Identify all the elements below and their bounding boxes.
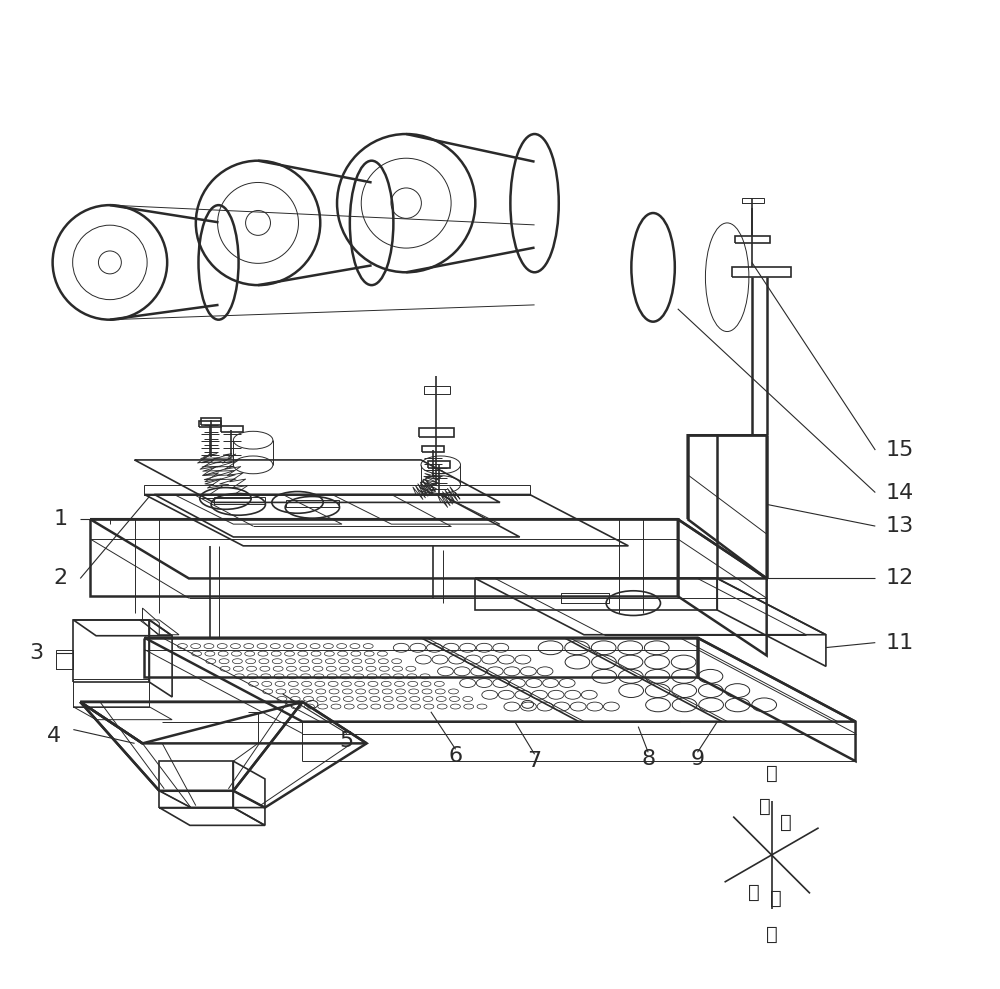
Text: 7: 7 bbox=[528, 752, 542, 771]
Text: 13: 13 bbox=[886, 516, 914, 536]
Text: 左: 左 bbox=[780, 813, 792, 833]
Text: 前: 前 bbox=[748, 882, 760, 902]
Text: 15: 15 bbox=[886, 440, 914, 460]
Text: 2: 2 bbox=[53, 569, 68, 588]
Text: 9: 9 bbox=[690, 750, 705, 769]
Text: 14: 14 bbox=[886, 483, 914, 502]
Text: 右: 右 bbox=[759, 797, 771, 816]
Text: 8: 8 bbox=[641, 750, 655, 769]
Text: 后: 后 bbox=[770, 889, 781, 908]
Text: 11: 11 bbox=[886, 633, 914, 653]
Text: 4: 4 bbox=[47, 727, 61, 747]
Text: 1: 1 bbox=[53, 509, 68, 529]
Text: 12: 12 bbox=[886, 569, 914, 588]
Text: 下: 下 bbox=[766, 925, 777, 944]
Text: 6: 6 bbox=[448, 747, 463, 766]
Text: 5: 5 bbox=[340, 732, 354, 752]
Text: 3: 3 bbox=[29, 643, 43, 663]
Text: 上: 上 bbox=[766, 764, 777, 782]
